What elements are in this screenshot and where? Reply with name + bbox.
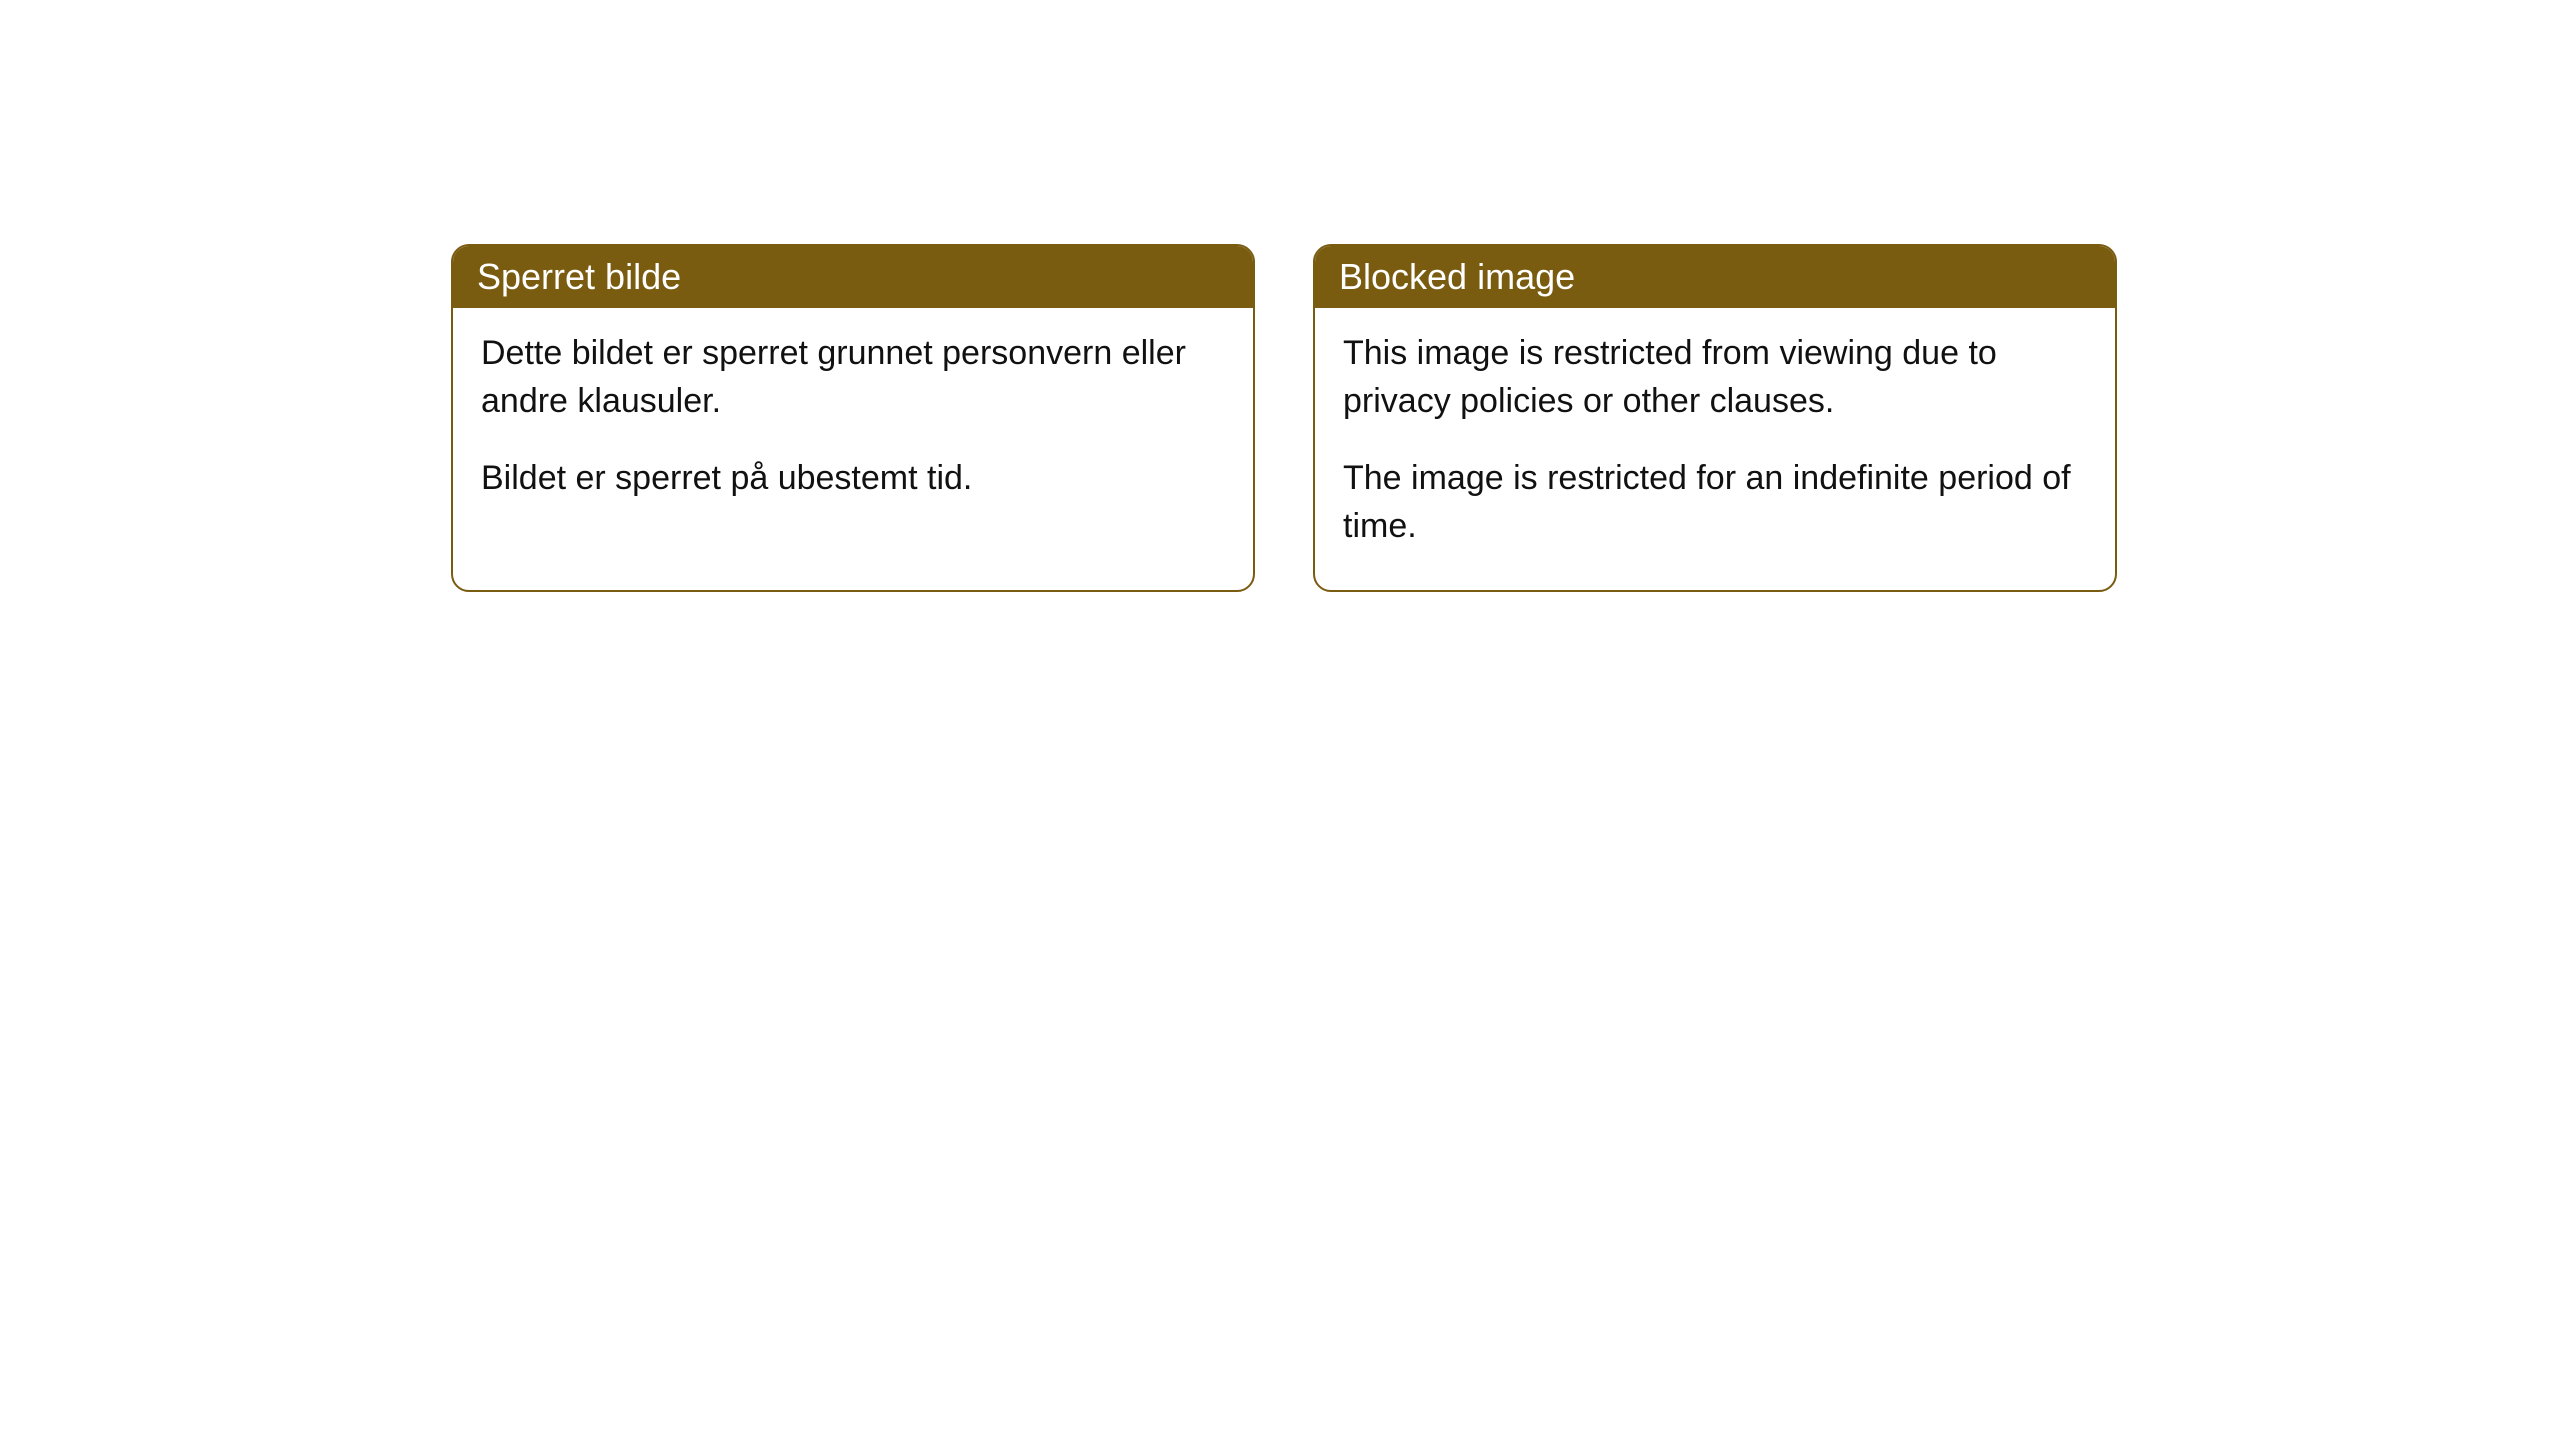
notice-paragraph2-norwegian: Bildet er sperret på ubestemt tid. (481, 455, 1225, 503)
notice-card-header-norwegian: Sperret bilde (453, 246, 1253, 308)
notice-card-english: Blocked image This image is restricted f… (1313, 244, 2117, 592)
notice-paragraph1-english: This image is restricted from viewing du… (1343, 330, 2087, 425)
notice-paragraph2-english: The image is restricted for an indefinit… (1343, 455, 2087, 550)
notice-card-norwegian: Sperret bilde Dette bildet er sperret gr… (451, 244, 1255, 592)
notice-title-english: Blocked image (1339, 256, 1575, 297)
notice-card-body-norwegian: Dette bildet er sperret grunnet personve… (453, 308, 1253, 543)
notice-card-container: Sperret bilde Dette bildet er sperret gr… (451, 244, 2117, 592)
notice-card-body-english: This image is restricted from viewing du… (1315, 308, 2115, 590)
notice-paragraph1-norwegian: Dette bildet er sperret grunnet personve… (481, 330, 1225, 425)
notice-card-header-english: Blocked image (1315, 246, 2115, 308)
notice-title-norwegian: Sperret bilde (477, 256, 681, 297)
